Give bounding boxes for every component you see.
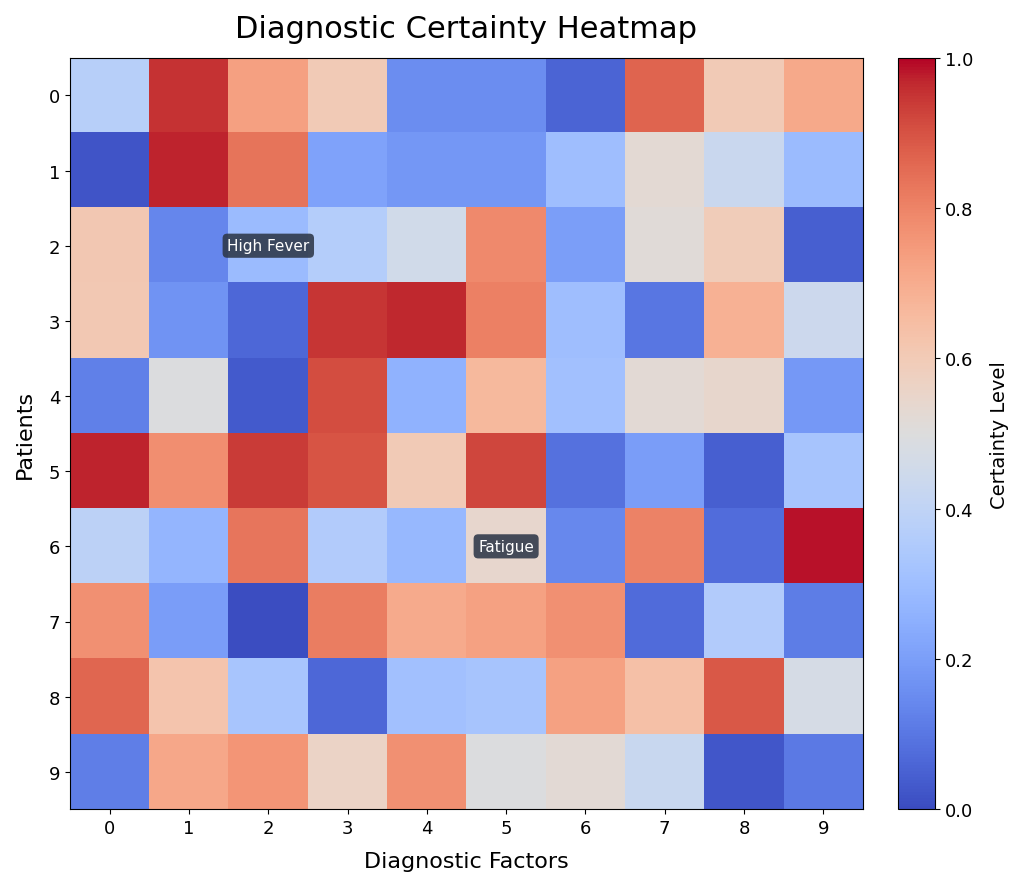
Text: Fatigue: Fatigue [478,540,535,555]
X-axis label: Diagnostic Factors: Diagnostic Factors [365,851,569,871]
Text: High Fever: High Fever [227,239,309,254]
Title: Diagnostic Certainty Heatmap: Diagnostic Certainty Heatmap [236,15,697,44]
Y-axis label: Certainty Level: Certainty Level [990,361,1009,508]
Y-axis label: Patients: Patients [15,390,35,478]
